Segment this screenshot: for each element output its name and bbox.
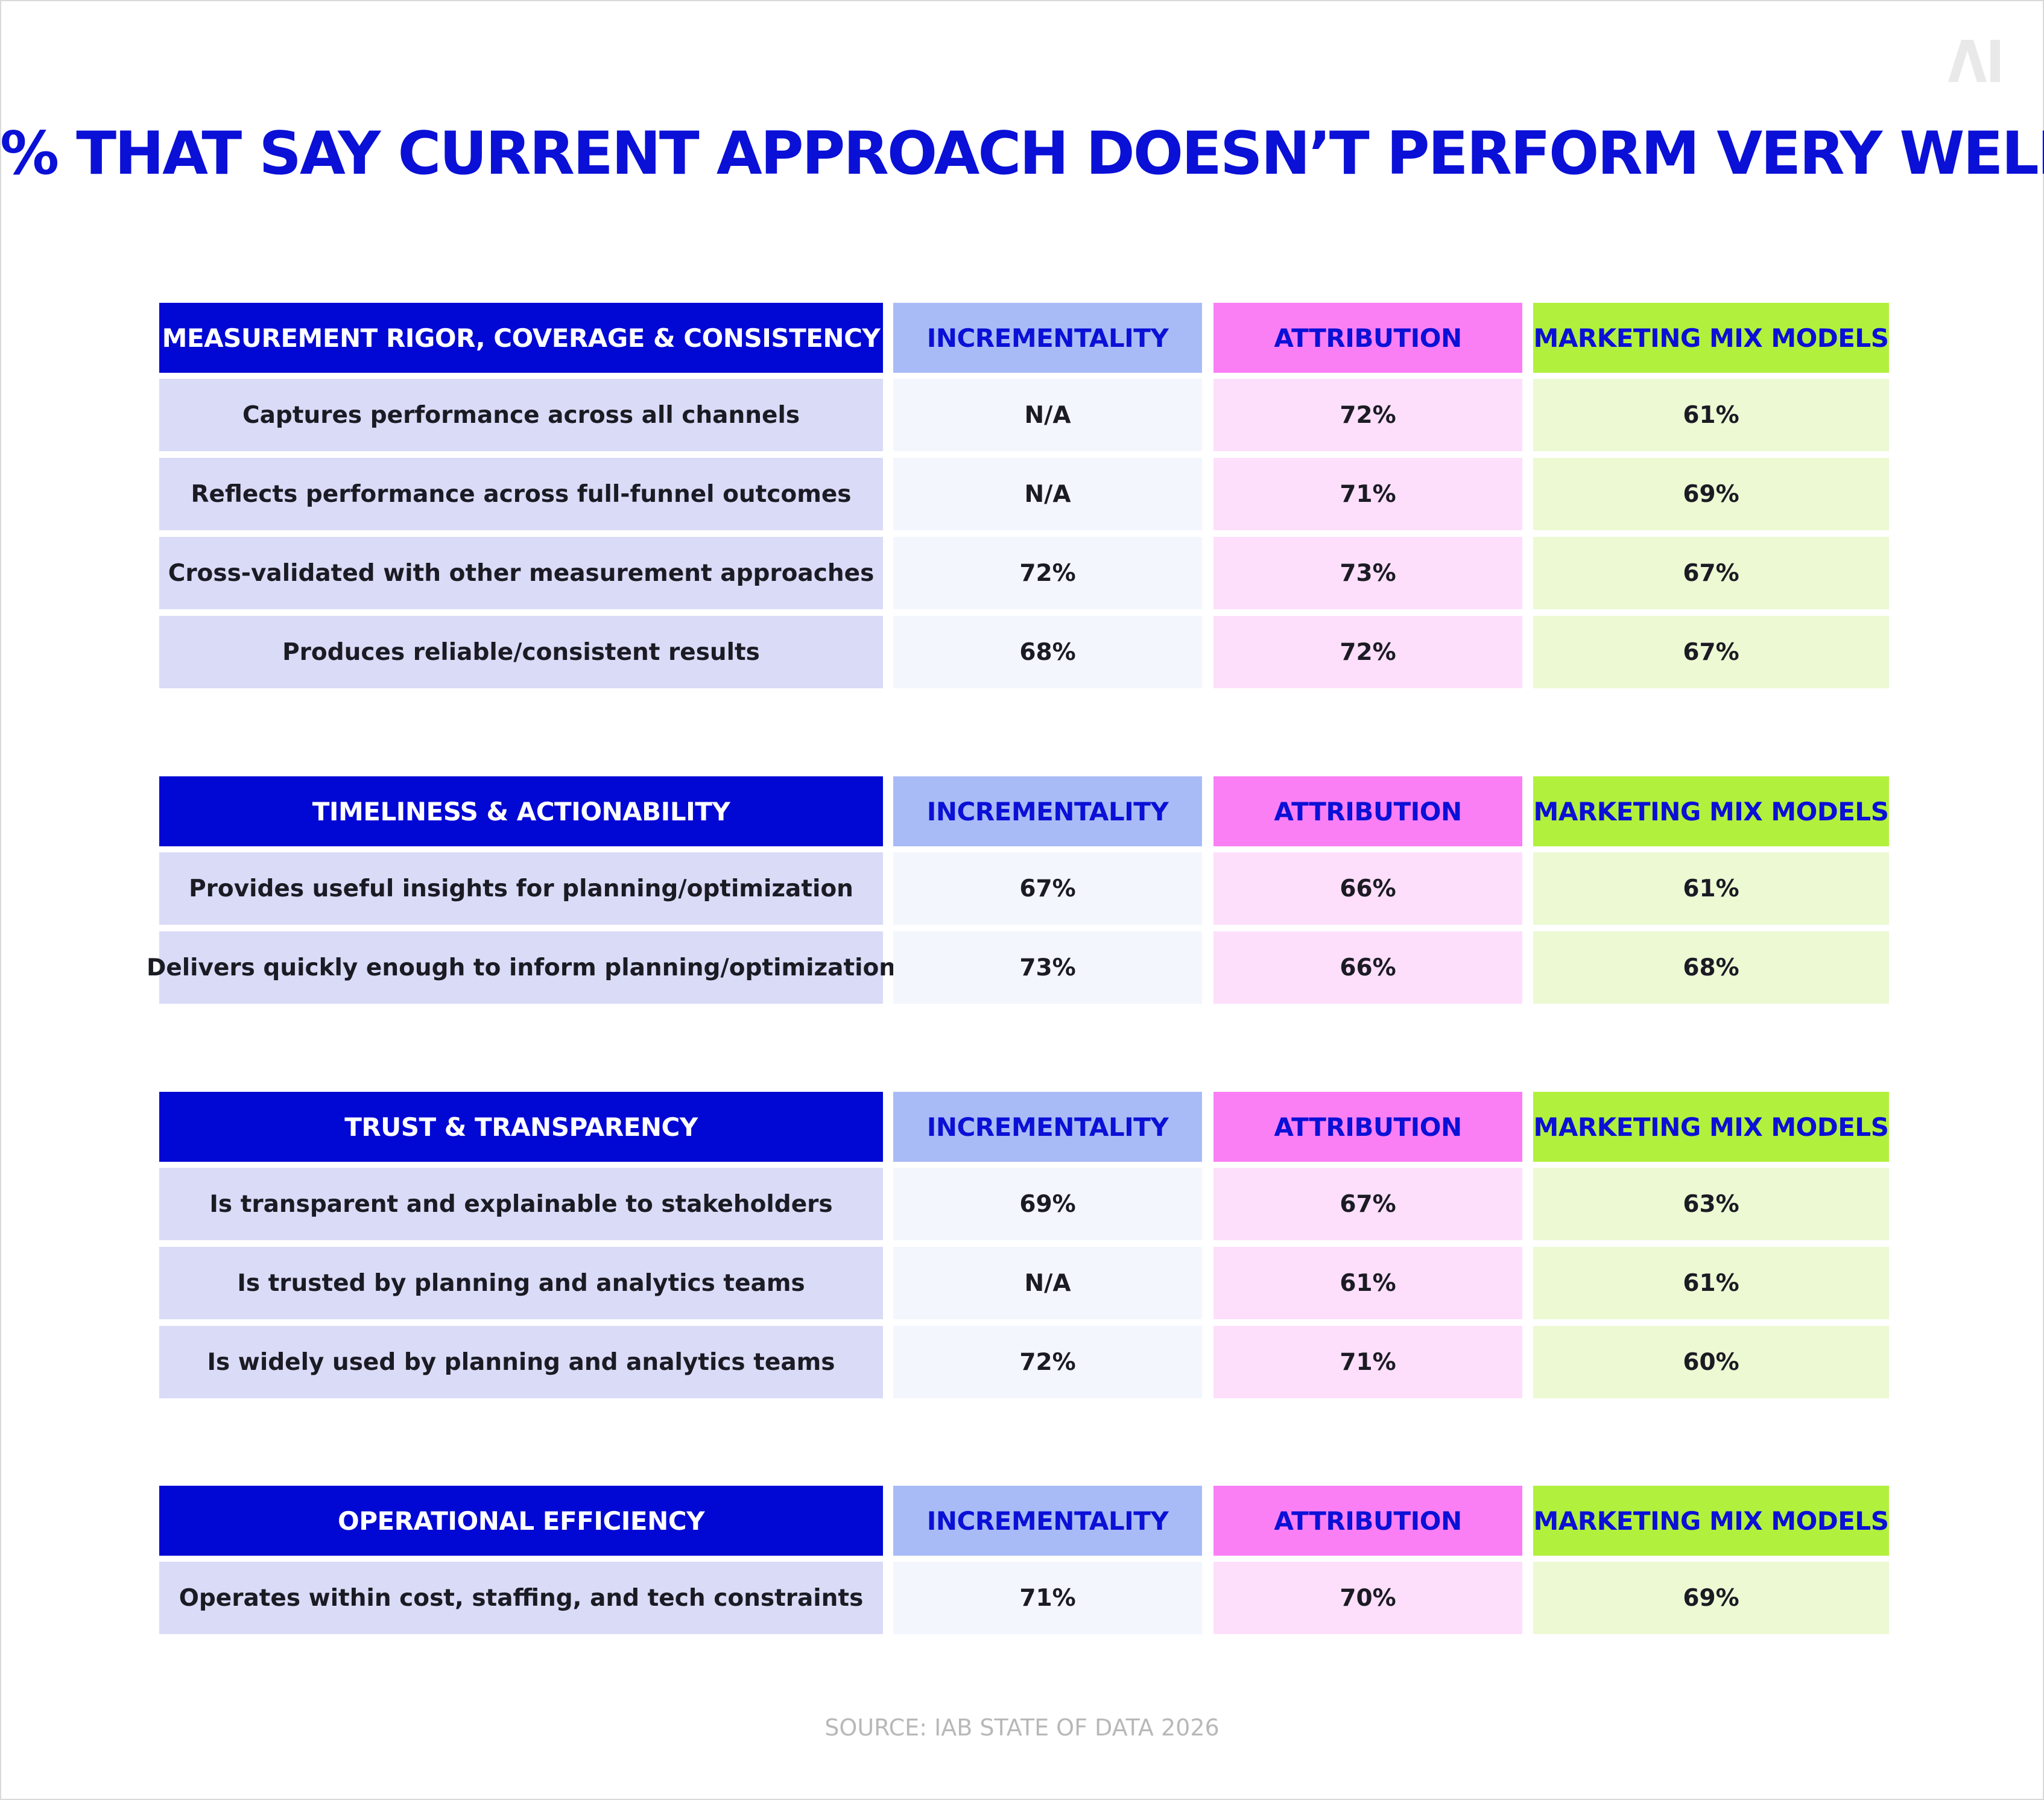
column-header-att: ATTRIBUTION xyxy=(1213,1486,1522,1556)
value-cell-att: 71% xyxy=(1213,458,1522,530)
value-cell-att: 71% xyxy=(1213,1326,1522,1398)
value-cell-inc: 69% xyxy=(893,1168,1202,1240)
value-cell-inc: 71% xyxy=(893,1562,1202,1634)
row-label: Is widely used by planning and analytics… xyxy=(159,1326,883,1398)
value-cell-inc: N/A xyxy=(893,379,1202,451)
value-cell-inc: N/A xyxy=(893,1247,1202,1319)
row-label: Cross-validated with other measurement a… xyxy=(159,537,883,609)
value-cell-inc: 72% xyxy=(893,1326,1202,1398)
value-cell-inc: N/A xyxy=(893,458,1202,530)
value-cell-att: 73% xyxy=(1213,537,1522,609)
value-cell-inc: 67% xyxy=(893,852,1202,925)
column-header-inc: INCREMENTALITY xyxy=(893,303,1202,373)
row-label: Delivers quickly enough to inform planni… xyxy=(147,931,896,1004)
value-cell-att: 66% xyxy=(1213,852,1522,925)
column-header-att: ATTRIBUTION xyxy=(1213,776,1522,846)
value-cell-att: 72% xyxy=(1213,379,1522,451)
value-cell-mmm: 61% xyxy=(1533,852,1889,925)
column-header-att: ATTRIBUTION xyxy=(1213,1092,1522,1162)
category-header: MEASUREMENT RIGOR, COVERAGE & CONSISTENC… xyxy=(159,303,883,373)
value-cell-inc: 73% xyxy=(893,931,1202,1004)
value-cell-inc: 72% xyxy=(893,537,1202,609)
value-cell-mmm: 63% xyxy=(1533,1168,1889,1240)
row-label: Captures performance across all channels xyxy=(159,379,883,451)
row-label: Is transparent and explainable to stakeh… xyxy=(159,1168,883,1240)
ai-logo-icon xyxy=(1948,40,2000,82)
value-cell-mmm: 61% xyxy=(1533,1247,1889,1319)
column-header-inc: INCREMENTALITY xyxy=(893,1092,1202,1162)
value-cell-att: 72% xyxy=(1213,616,1522,688)
row-label: Operates within cost, staffing, and tech… xyxy=(159,1562,883,1634)
value-cell-inc: 68% xyxy=(893,616,1202,688)
value-cell-att: 70% xyxy=(1213,1562,1522,1634)
value-cell-mmm: 69% xyxy=(1533,458,1889,530)
column-header-mmm: MARKETING MIX MODELS xyxy=(1533,776,1889,846)
category-header: OPERATIONAL EFFICIENCY xyxy=(159,1486,883,1556)
value-cell-mmm: 68% xyxy=(1533,931,1889,1004)
value-cell-att: 66% xyxy=(1213,931,1522,1004)
column-header-mmm: MARKETING MIX MODELS xyxy=(1533,1092,1889,1162)
column-header-inc: INCREMENTALITY xyxy=(893,776,1202,846)
column-header-mmm: MARKETING MIX MODELS xyxy=(1533,303,1889,373)
chart-title: % THAT SAY CURRENT APPROACH DOESN’T PERF… xyxy=(0,119,2044,188)
value-cell-att: 67% xyxy=(1213,1168,1522,1240)
value-cell-mmm: 67% xyxy=(1533,537,1889,609)
value-cell-mmm: 67% xyxy=(1533,616,1889,688)
value-cell-mmm: 69% xyxy=(1533,1562,1889,1634)
column-header-mmm: MARKETING MIX MODELS xyxy=(1533,1486,1889,1556)
source-note: SOURCE: IAB STATE OF DATA 2026 xyxy=(824,1714,1220,1741)
value-cell-mmm: 61% xyxy=(1533,379,1889,451)
category-header: TIMELINESS & ACTIONABILITY xyxy=(159,776,883,846)
column-header-att: ATTRIBUTION xyxy=(1213,303,1522,373)
value-cell-mmm: 60% xyxy=(1533,1326,1889,1398)
row-label: Is trusted by planning and analytics tea… xyxy=(159,1247,883,1319)
value-cell-att: 61% xyxy=(1213,1247,1522,1319)
category-header: TRUST & TRANSPARENCY xyxy=(159,1092,883,1162)
row-label: Reflects performance across full-funnel … xyxy=(159,458,883,530)
column-header-inc: INCREMENTALITY xyxy=(893,1486,1202,1556)
row-label: Produces reliable/consistent results xyxy=(159,616,883,688)
row-label: Provides useful insights for planning/op… xyxy=(159,852,883,925)
